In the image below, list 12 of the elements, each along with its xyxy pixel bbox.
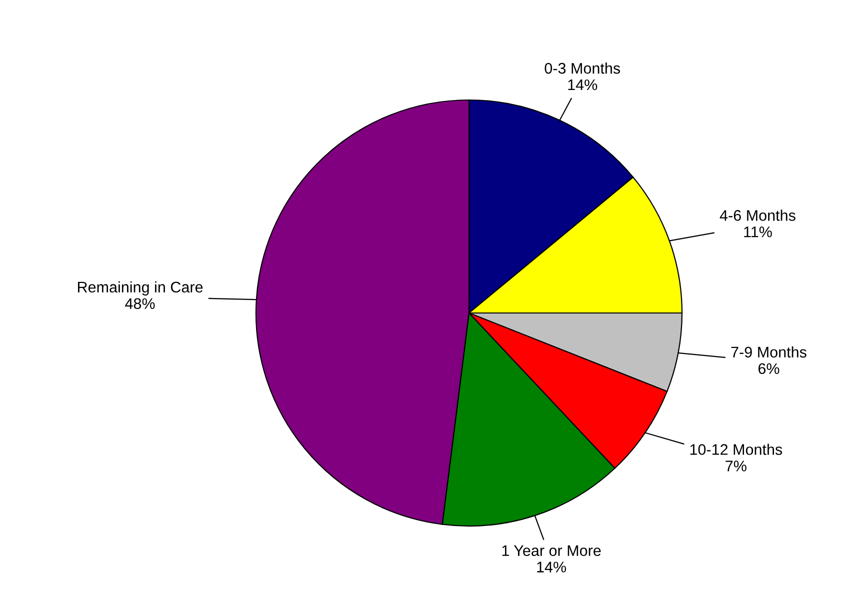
data-label: 6%: [758, 363, 780, 374]
slice-label: Remaining in Care: [78, 281, 203, 296]
slice-label: 4-6 Months: [720, 210, 796, 221]
slice-label: 10-12 Months: [690, 444, 782, 455]
data-label: 14%: [537, 562, 566, 572]
slice-label: 1 Year or More: [502, 545, 601, 556]
data-label: 11%: [744, 226, 772, 238]
slice-label: 0-3 Months: [544, 62, 620, 74]
data-label: 7%: [726, 460, 746, 472]
data-label: 14%: [568, 79, 598, 90]
data-label: 48%: [125, 298, 155, 310]
slice-label: 7-9 Months: [731, 346, 806, 358]
